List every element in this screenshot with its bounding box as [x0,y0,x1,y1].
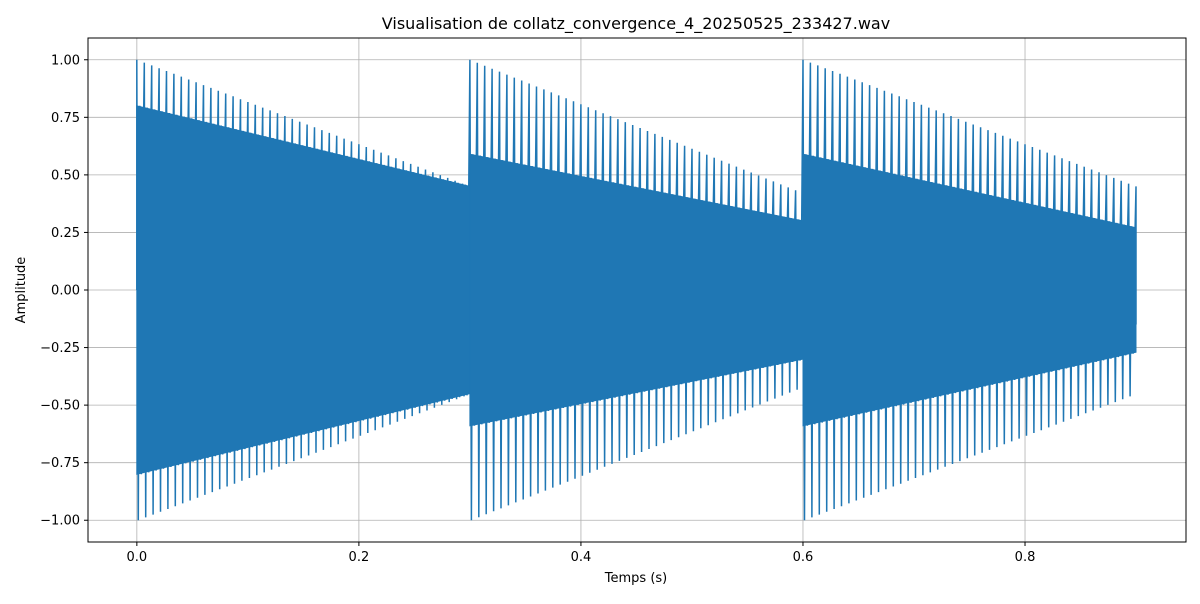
waveform-band-3 [802,153,1137,427]
y-tick-label: 0.25 [51,226,80,241]
y-tick-label: −1.00 [40,514,80,529]
y-ticks: 1.00 0.75 0.50 0.25 0.00 −0.25 −0.50 −0.75 −1.00 [40,53,88,529]
x-tick-label: 0.6 [793,550,814,565]
plot-area [136,59,1137,521]
x-ticks: 0.0 0.2 0.4 0.6 0.8 [127,542,1036,565]
x-tick-label: 0.8 [1015,550,1036,565]
series-layer [136,59,1137,521]
y-tick-label: 1.00 [51,53,80,68]
y-tick-label: 0.00 [51,284,80,299]
y-tick-label: 0.50 [51,168,80,183]
y-tick-label: 0.75 [51,111,80,126]
x-tick-label: 0.2 [349,550,370,565]
chart-title: Visualisation de collatz_convergence_4_2… [382,14,890,34]
x-axis-label: Temps (s) [604,571,667,586]
y-tick-label: −0.25 [40,341,80,356]
x-tick-label: 0.4 [571,550,592,565]
x-tick-label: 0.0 [127,550,148,565]
y-axis-label: Amplitude [14,257,29,324]
y-tick-label: −0.50 [40,399,80,414]
y-tick-label: −0.75 [40,456,80,471]
